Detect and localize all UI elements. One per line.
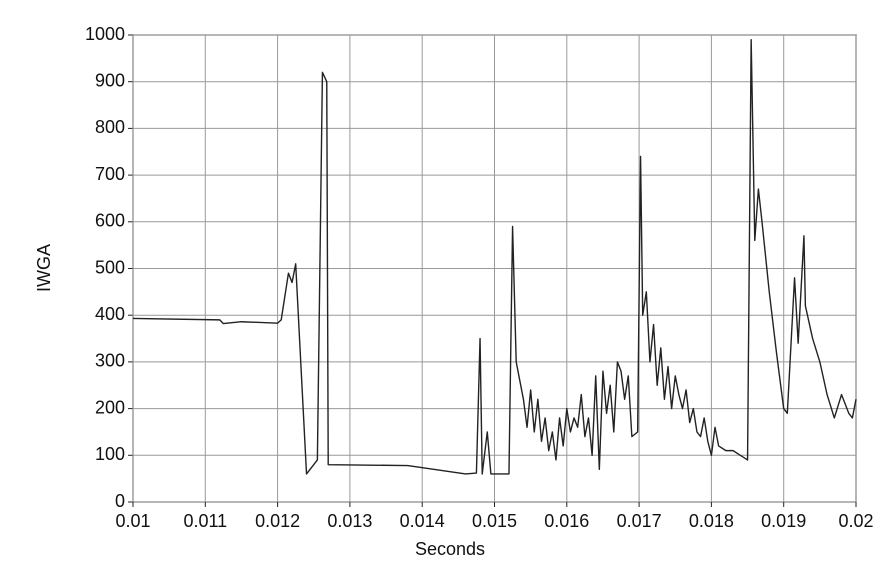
x-tick-label: 0.018: [689, 511, 734, 531]
y-tick-label: 0: [115, 491, 125, 511]
y-tick-label: 800: [95, 117, 125, 137]
y-tick-label: 400: [95, 304, 125, 324]
y-tick-label: 300: [95, 351, 125, 371]
x-tick-label: 0.017: [617, 511, 662, 531]
x-tick-label: 0.015: [472, 511, 517, 531]
x-tick-label: 0.01: [115, 511, 150, 531]
data-line: [132, 38, 857, 475]
y-axis-label: IWGA: [34, 244, 54, 292]
y-tick-label: 700: [95, 164, 125, 184]
x-tick-label: 0.02: [838, 511, 873, 531]
y-tick-label: 1000: [85, 24, 125, 44]
x-tick-label: 0.012: [255, 511, 300, 531]
y-tick-label: 200: [95, 397, 125, 417]
x-tick-label: 0.013: [327, 511, 372, 531]
x-axis-label: Seconds: [415, 539, 485, 559]
x-tick-label: 0.011: [183, 511, 227, 531]
x-tick-label: 0.016: [544, 511, 589, 531]
y-tick-label: 500: [95, 257, 125, 277]
x-tick-label: 0.019: [761, 511, 806, 531]
x-tick-label: 0.014: [400, 511, 445, 531]
y-tick-label: 100: [95, 444, 125, 464]
y-tick-label: 900: [95, 70, 125, 90]
y-tick-label: 600: [95, 211, 125, 231]
